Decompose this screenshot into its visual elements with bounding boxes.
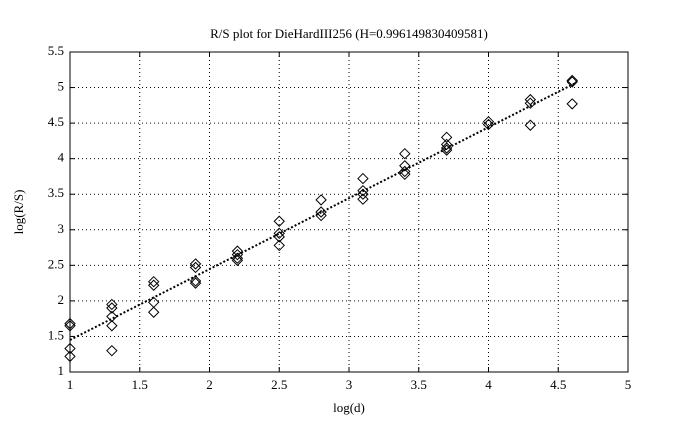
y-tick-label: 2.5 <box>48 256 64 271</box>
y-tick-label: 4 <box>58 150 65 165</box>
point <box>64 320 76 332</box>
point <box>147 306 160 318</box>
point <box>273 227 285 240</box>
point <box>482 118 495 131</box>
x-axis-label: log(d) <box>333 400 365 415</box>
point <box>524 97 537 109</box>
point <box>566 98 578 110</box>
point <box>189 261 202 274</box>
point <box>273 215 285 227</box>
x-tick-label: 4.5 <box>550 377 566 392</box>
y-tick-label: 3 <box>58 221 65 236</box>
x-tick-label: 5 <box>625 377 632 392</box>
fit-line <box>69 82 576 341</box>
point <box>566 74 578 87</box>
y-tick-label: 1 <box>58 363 65 378</box>
point <box>357 172 369 185</box>
point <box>147 279 160 291</box>
x-tick-label: 1 <box>67 377 74 392</box>
point <box>273 239 285 252</box>
chart-title: R/S plot for DieHardIII256 (H=0.99614983… <box>210 26 488 41</box>
point <box>106 298 118 311</box>
point <box>106 344 118 357</box>
y-tick-label: 4.5 <box>48 114 64 129</box>
x-tick-label: 4 <box>485 377 492 392</box>
point <box>399 168 411 181</box>
point <box>189 258 202 270</box>
x-tick-label: 3 <box>346 377 353 392</box>
plot-frame <box>69 51 629 373</box>
y-tick-label: 5 <box>58 79 65 94</box>
point <box>147 275 160 288</box>
point <box>566 76 578 88</box>
point <box>273 231 285 243</box>
x-tick-label: 1.5 <box>132 377 148 392</box>
y-tick-label: 5.5 <box>48 43 64 58</box>
point <box>399 160 411 172</box>
point <box>315 209 327 222</box>
point <box>357 193 369 205</box>
point <box>106 310 118 323</box>
point <box>315 194 327 206</box>
point <box>440 142 453 154</box>
point <box>189 275 202 287</box>
point <box>64 350 76 363</box>
x-tick-label: 2 <box>206 377 213 392</box>
x-tick-label: 3.5 <box>411 377 427 392</box>
point <box>399 147 411 160</box>
x-tick-label: 2.5 <box>271 377 287 392</box>
point <box>64 342 76 355</box>
y-tick-label: 3.5 <box>48 185 64 200</box>
point <box>231 254 244 267</box>
point <box>189 277 202 289</box>
point <box>231 248 244 261</box>
y-tick-label: 2 <box>58 292 65 307</box>
point <box>399 165 411 178</box>
point <box>524 119 537 131</box>
point <box>106 302 118 314</box>
point <box>106 320 118 332</box>
point <box>64 317 76 330</box>
point <box>440 144 453 156</box>
point <box>440 138 453 151</box>
point <box>524 93 537 106</box>
y-tick-label: 1.5 <box>48 327 64 342</box>
point <box>231 245 244 257</box>
y-axis-label: log(R/S) <box>11 190 26 235</box>
